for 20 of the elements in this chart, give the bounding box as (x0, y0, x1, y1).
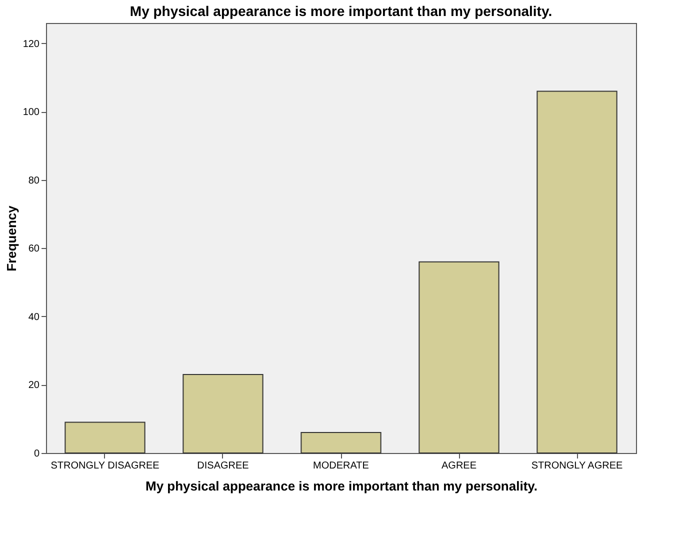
y-tick-label: 0 (34, 448, 40, 460)
x-tick-label: STRONGLY DISAGREE (50, 460, 160, 472)
y-axis-title: Frequency (4, 204, 19, 272)
bar (536, 90, 618, 454)
y-tick-label: 60 (28, 244, 40, 255)
y-tick-label: 20 (28, 380, 40, 392)
x-tick-label: AGREE (441, 460, 477, 472)
y-tick-label: 40 (28, 312, 40, 323)
chart-title: My physical appearance is more important than my personality. (130, 3, 552, 19)
x-tick-label: STRONGLY AGREE (531, 460, 623, 472)
x-tick-label: MODERATE (313, 460, 370, 472)
bar (418, 261, 500, 454)
y-tick-label: 80 (28, 175, 40, 186)
y-tick-label: 100 (22, 107, 40, 118)
bar (64, 422, 146, 454)
bar (182, 374, 264, 454)
x-tick-label: DISAGREE (197, 460, 250, 472)
bar (300, 432, 382, 454)
y-tick-label: 120 (22, 38, 40, 50)
x-axis-title: My physical appearance is more important than my personality. (145, 478, 538, 494)
